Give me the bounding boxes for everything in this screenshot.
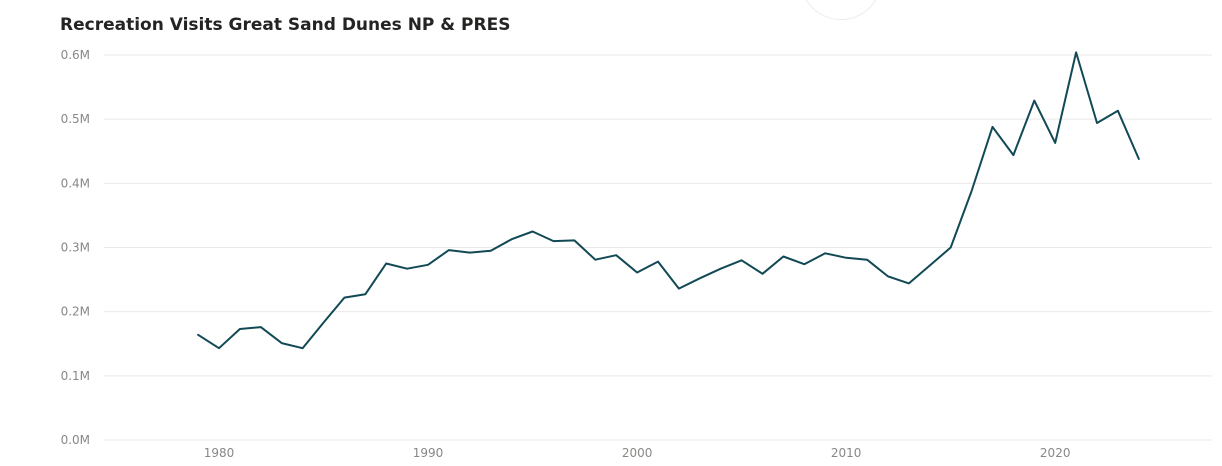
chart-title: Recreation Visits Great Sand Dunes NP & …: [60, 15, 511, 35]
x-tick-label: 1980: [204, 446, 235, 460]
x-tick-label: 2000: [622, 446, 653, 460]
x-tick-label: 2010: [831, 446, 862, 460]
series-line-0[interactable]: [197, 51, 1140, 350]
series-layer: [197, 51, 1140, 350]
y-tick-label: 0.2M: [61, 305, 90, 319]
y-tick-label: 0.5M: [61, 112, 90, 126]
gridlines: [104, 54, 1212, 441]
x-axis: 1980 1990 2000 2010 2020: [204, 446, 1071, 460]
x-tick-label: 2020: [1040, 446, 1071, 460]
x-tick-label: 1990: [413, 446, 444, 460]
y-tick-label: 0.3M: [61, 241, 90, 255]
y-tick-label: 0.0M: [61, 433, 90, 447]
y-tick-label: 0.1M: [61, 369, 90, 383]
y-tick-label: 0.6M: [61, 48, 90, 62]
y-axis: 0.0M 0.1M 0.2M 0.3M 0.4M 0.5M 0.6M: [61, 48, 90, 447]
y-tick-label: 0.4M: [61, 176, 90, 190]
